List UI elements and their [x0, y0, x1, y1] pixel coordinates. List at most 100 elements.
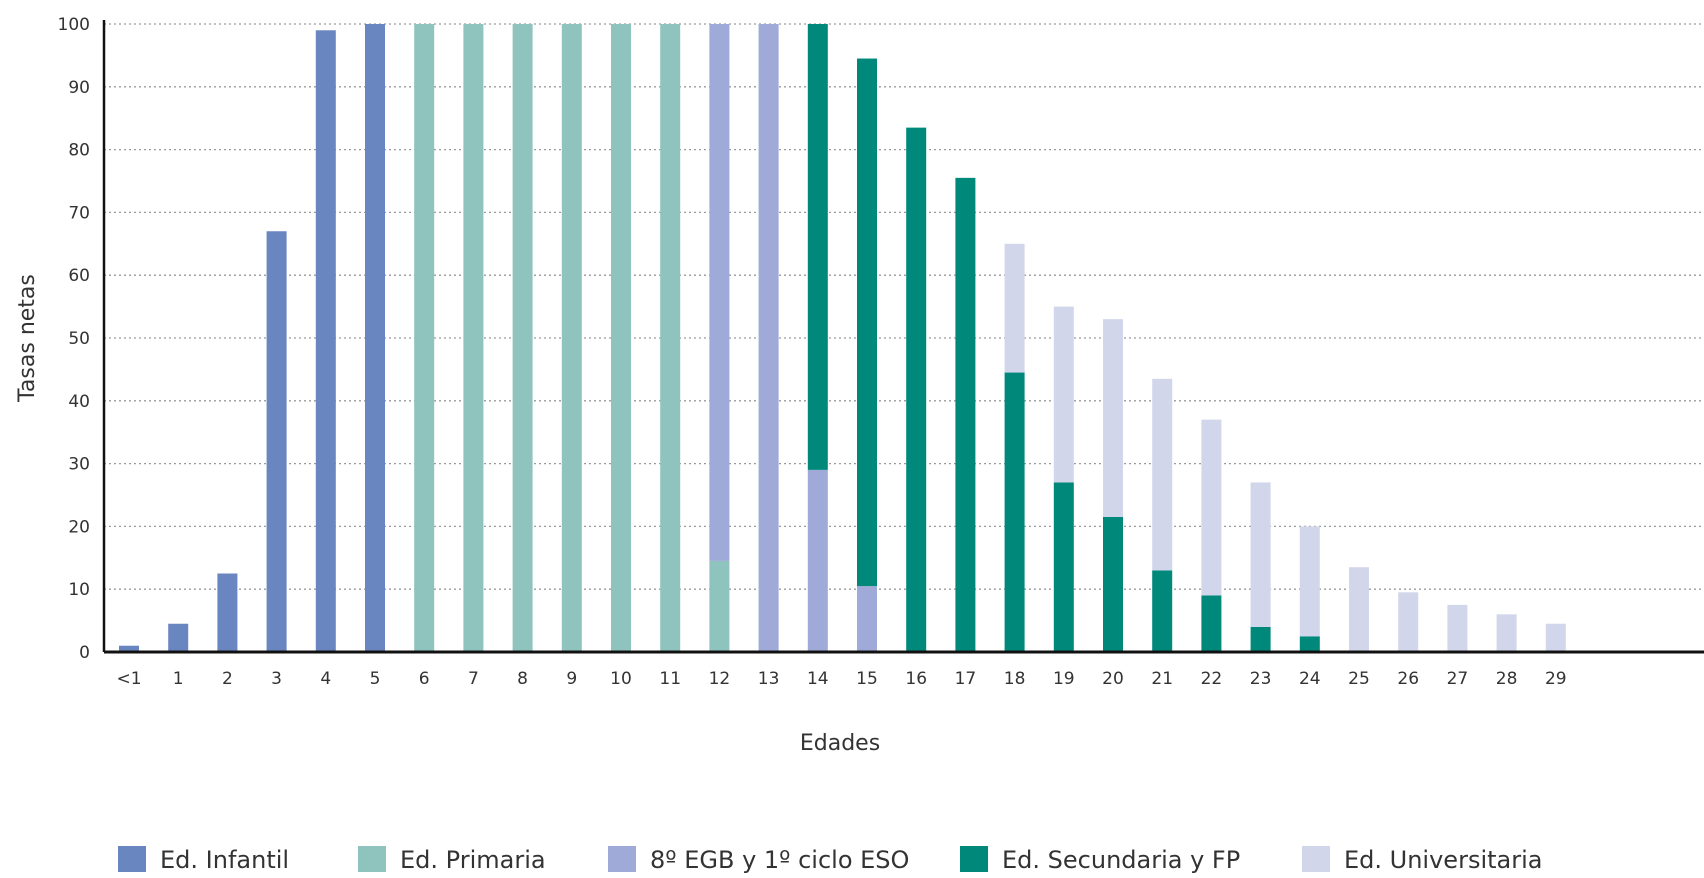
grid: [104, 23, 1704, 590]
bar-segment: [1250, 482, 1271, 627]
bar-segment: [365, 24, 385, 652]
legend-label: 8º EGB y 1º ciclo ESO: [650, 846, 909, 874]
x-tick-label: 23: [1250, 669, 1272, 689]
bar-segment: [1152, 570, 1173, 652]
x-tick-label: 9: [566, 669, 577, 689]
bar-segment: [807, 469, 828, 652]
x-tick-label: 16: [905, 669, 927, 689]
x-axis-label: Edades: [800, 731, 880, 756]
y-tick-label: 70: [68, 203, 90, 223]
bar-segment: [1201, 595, 1222, 652]
x-tick-labels: <1 1 2 3 4 5 6 7 8 9 10 11 12 13 14 15 16 17 18 19 20 21 22 23 2…: [116, 669, 1566, 689]
bar-segment: [1398, 592, 1419, 652]
x-tick-label: 18: [1004, 669, 1026, 689]
bar-segment: [1004, 372, 1025, 652]
bar-segment: [266, 231, 287, 653]
x-tick-label: 24: [1299, 669, 1321, 689]
bar-segment: [1545, 623, 1566, 652]
y-tick-labels: 0 10 20 30 40 50 60 70 80 90 100: [58, 15, 90, 663]
bars: [119, 24, 1566, 653]
x-tick-label: 13: [758, 669, 780, 689]
bar-segment: [758, 24, 779, 652]
y-tick-label: 40: [68, 392, 90, 412]
x-tick-label: 27: [1447, 669, 1469, 689]
bar-segment: [1447, 604, 1468, 652]
bar-segment: [1103, 516, 1123, 652]
bar-segment: [857, 58, 877, 587]
x-tick-label: 12: [709, 669, 731, 689]
legend: Ed. Infantil Ed. Primaria 8º EGB y 1º cicl…: [118, 846, 1542, 874]
bar-segment: [512, 24, 533, 652]
axes: [102, 20, 1704, 654]
bar-segment: [611, 24, 631, 652]
x-tick-label: 20: [1102, 669, 1124, 689]
x-tick-label: 28: [1496, 669, 1518, 689]
legend-swatch: [1302, 846, 1330, 872]
bar-segment: [1152, 378, 1173, 571]
bar-segment: [463, 24, 484, 652]
bar-segment: [1053, 482, 1074, 652]
legend-label: Ed. Secundaria y FP: [1002, 846, 1240, 874]
x-tick-label: 14: [807, 669, 829, 689]
legend-swatch: [960, 846, 988, 872]
legend-swatch: [358, 846, 386, 872]
legend-label: Ed. Universitaria: [1344, 846, 1542, 874]
x-tick-label: 29: [1545, 669, 1567, 689]
x-tick-label: 2: [222, 669, 233, 689]
legend-label: Ed. Infantil: [160, 846, 289, 874]
bar-segment: [660, 24, 681, 652]
bar-segment: [1053, 306, 1074, 483]
y-tick-label: 90: [68, 78, 90, 98]
y-tick-label: 0: [79, 643, 90, 663]
x-tick-label: 19: [1053, 669, 1075, 689]
bar-segment: [168, 623, 189, 652]
x-tick-label: <1: [116, 669, 141, 689]
y-tick-label: 80: [68, 141, 90, 161]
x-tick-label: 15: [856, 669, 878, 689]
bar-segment: [1004, 243, 1025, 373]
x-tick-label: 21: [1151, 669, 1173, 689]
y-tick-label: 20: [68, 517, 90, 537]
x-tick-label: 22: [1201, 669, 1223, 689]
legend-label: Ed. Primaria: [400, 846, 546, 874]
bar-segment: [1496, 614, 1517, 652]
y-tick-label: 60: [68, 266, 90, 286]
bar-segment: [217, 573, 238, 652]
bar-segment: [857, 586, 877, 652]
bar-segment: [315, 30, 336, 652]
legend-swatch: [118, 846, 146, 872]
x-tick-label: 26: [1397, 669, 1419, 689]
bar-segment: [906, 127, 927, 653]
bar-segment: [414, 24, 435, 652]
y-tick-label: 50: [68, 329, 90, 349]
bar-segment: [709, 24, 730, 561]
bar-segment: [1250, 626, 1271, 652]
x-tick-label: 1: [173, 669, 184, 689]
x-tick-label: 3: [271, 669, 282, 689]
y-tick-label: 100: [58, 15, 90, 35]
bar-segment: [1299, 636, 1320, 652]
x-tick-label: 4: [320, 669, 331, 689]
bar-segment: [709, 560, 730, 652]
bar-segment: [955, 177, 976, 653]
bar-segment: [1103, 319, 1123, 517]
x-tick-label: 6: [419, 669, 430, 689]
x-tick-label: 8: [517, 669, 528, 689]
x-tick-label: 25: [1348, 669, 1370, 689]
legend-swatch: [608, 846, 636, 872]
bar-segment: [807, 24, 828, 470]
bar-segment: [119, 645, 139, 652]
x-tick-label: 11: [659, 669, 681, 689]
bar-segment: [561, 24, 582, 652]
x-tick-label: 17: [955, 669, 977, 689]
x-tick-label: 7: [468, 669, 479, 689]
x-tick-label: 5: [370, 669, 381, 689]
y-tick-label: 10: [68, 580, 90, 600]
y-tick-label: 30: [68, 455, 90, 475]
x-tick-label: 10: [610, 669, 632, 689]
bar-segment: [1349, 567, 1369, 652]
y-axis-label: Tasas netas: [15, 274, 40, 403]
bar-segment: [1201, 419, 1222, 596]
